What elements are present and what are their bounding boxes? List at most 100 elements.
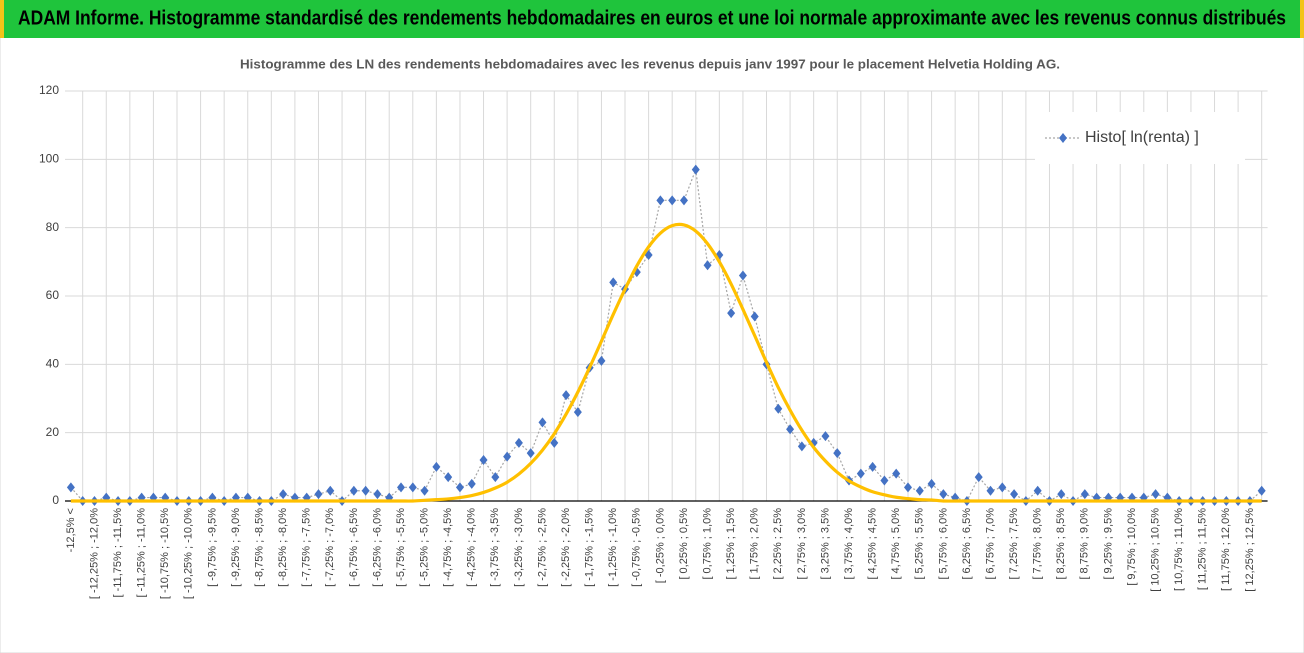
x-tick-label: [ 10,75% ; 11,0% — [1173, 508, 1185, 591]
data-point — [538, 417, 547, 428]
data-point — [1010, 489, 1019, 500]
data-point — [66, 482, 75, 493]
data-point — [503, 451, 512, 462]
y-tick-label: 60 — [46, 288, 60, 302]
title-edge — [0, 0, 4, 38]
data-point — [609, 277, 618, 288]
data-point — [903, 482, 912, 493]
x-tick-label: [ 11,75% ; 12,0% — [1220, 508, 1232, 591]
x-tick-label: [ 3,75% ; 4,0% — [843, 508, 855, 580]
data-point — [833, 448, 842, 459]
x-tick-label: [ 7,25% ; 7,5% — [1008, 508, 1020, 580]
x-tick-label: [ 6,75% ; 7,0% — [984, 508, 996, 580]
x-tick-label: [ -10,75% ; -10,5% — [159, 508, 171, 599]
x-tick-label: -12,5% < — [65, 508, 77, 552]
data-point — [597, 355, 606, 366]
title-bar — [0, 0, 1304, 38]
y-tick-label: 120 — [39, 83, 59, 97]
data-point — [397, 482, 406, 493]
data-point — [679, 195, 688, 206]
data-point — [915, 485, 924, 496]
data-point — [821, 431, 830, 442]
data-point — [1057, 489, 1066, 500]
data-point — [573, 407, 582, 418]
y-tick-label: 80 — [46, 220, 60, 234]
data-point — [998, 482, 1007, 493]
data-point — [1257, 485, 1266, 496]
normal-curve — [70, 222, 1262, 503]
data-point — [939, 489, 948, 500]
chart-title: ADAM Informe. Histogramme standardisé de… — [18, 7, 1286, 29]
data-point — [892, 468, 901, 479]
x-tick-label: [ -9,75% ; -9,5% — [206, 508, 218, 587]
data-point — [373, 489, 382, 500]
x-tick-label: [ 6,25% ; 6,5% — [961, 508, 973, 580]
data-point — [1080, 489, 1089, 500]
x-tick-label: [ -8,25% ; -8,0% — [277, 508, 289, 587]
data-point — [326, 485, 335, 496]
x-tick-label: [ 11,25% ; 11,5% — [1197, 508, 1209, 590]
data-point — [786, 424, 795, 435]
x-tick-label: [ 8,75% ; 9,0% — [1079, 508, 1091, 580]
legend-label: Histo[ ln(renta) ] — [1085, 129, 1199, 146]
x-tick-label: [ 3,25% ; 3,5% — [819, 508, 831, 580]
data-point — [550, 437, 559, 448]
data-point — [856, 468, 865, 479]
legend-marker — [1059, 133, 1067, 143]
data-point — [880, 475, 889, 486]
x-tick-label: [ 8,25% ; 8,5% — [1055, 508, 1067, 580]
x-tick-label: [ 7,75% ; 8,0% — [1032, 508, 1044, 580]
x-tick-label: [ -0,25% ; 0,0% — [654, 508, 666, 583]
x-tick-label: [ -6,75% ; -6,5% — [348, 508, 360, 587]
x-tick-label: [ -1,75% ; -1,5% — [584, 508, 596, 587]
data-point — [868, 461, 877, 472]
data-point — [444, 472, 453, 483]
x-tick-label: [ 4,75% ; 5,0% — [890, 508, 902, 580]
x-tick-label: [ 1,75% ; 2,0% — [749, 508, 761, 580]
y-tick-label: 100 — [39, 152, 59, 166]
data-point — [797, 441, 806, 452]
x-tick-label: [ -7,25% ; -7,0% — [324, 508, 336, 587]
data-point — [668, 195, 677, 206]
x-tick-label: [ -11,75% ; -11,5% — [112, 508, 124, 598]
data-point — [526, 448, 535, 459]
x-tick-label: [ -7,75% ; -7,5% — [301, 508, 313, 587]
data-point — [986, 485, 995, 496]
data-point — [703, 260, 712, 271]
data-point — [1033, 485, 1042, 496]
x-tick-label: [ -4,25% ; -4,0% — [466, 508, 478, 587]
data-point — [479, 455, 488, 465]
data-point — [727, 308, 736, 319]
data-point — [491, 472, 500, 483]
x-tick-label: [ 0,25% ; 0,5% — [678, 508, 690, 580]
data-point — [279, 489, 288, 500]
x-tick-label: [ -2,75% ; -2,5% — [536, 508, 548, 587]
y-tick-label: 40 — [46, 357, 60, 371]
y-tick-label: 0 — [52, 493, 59, 507]
x-tick-label: [ -1,25% ; -1,0% — [607, 508, 619, 587]
x-tick-label: [ -4,75% ; -4,5% — [442, 508, 454, 587]
data-point — [1151, 489, 1160, 500]
x-tick-label: [ -8,75% ; -8,5% — [253, 508, 265, 587]
data-point — [455, 482, 464, 493]
data-point — [408, 482, 417, 493]
y-tick-label: 20 — [46, 425, 60, 439]
data-point — [361, 485, 370, 496]
x-tick-label: [ 9,75% ; 10,0% — [1126, 508, 1138, 586]
x-tick-label: [ -12,25% ; -12,0% — [88, 508, 100, 599]
x-tick-label: [ -5,75% ; -5,5% — [395, 508, 407, 587]
x-tick-label: [ -10,25% ; -10,0% — [183, 508, 195, 599]
x-tick-label: [ -0,75% ; -0,5% — [631, 508, 643, 587]
chart-subtitle: Histogramme des LN des rendements hebdom… — [240, 56, 1060, 71]
data-point — [314, 489, 323, 500]
data-point — [774, 403, 783, 414]
data-point — [514, 437, 523, 448]
data-point — [420, 485, 429, 496]
x-tick-label: [ 1,25% ; 1,5% — [725, 508, 737, 580]
data-point — [467, 478, 476, 489]
x-tick-label: [ -5,25% ; -5,0% — [419, 508, 431, 587]
x-tick-label: [ -2,25% ; -2,0% — [560, 508, 572, 587]
data-point — [349, 485, 358, 496]
